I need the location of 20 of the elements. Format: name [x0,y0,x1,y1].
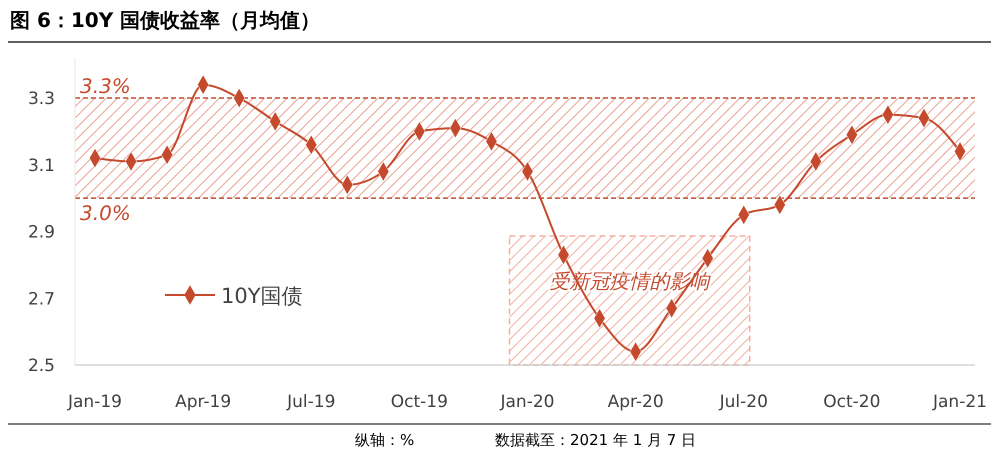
x-tick-label: Jan-19 [67,392,122,412]
y-tick-label: 3.1 [28,156,55,176]
x-tick-label: Apr-20 [608,392,664,412]
x-tick-label: Jul-19 [286,392,336,412]
y-tick-label: 2.7 [28,289,55,310]
x-tick-label: Apr-19 [175,392,232,412]
x-tick-label: Jan-20 [500,392,554,412]
y-tick-label: 2.9 [28,222,55,243]
x-tick-label: Oct-19 [390,392,448,412]
x-tick-label: Jan-21 [932,392,987,412]
x-tick-label: Oct-20 [823,392,880,412]
text: 纵轴：% [355,431,414,449]
chart-title: 图 6：10Y 国债收益率（月均值） [10,8,320,32]
ref-line-label: 3.3% [80,74,131,98]
y-tick-label: 2.5 [28,356,55,376]
ref-line-label: 3.0% [80,201,131,226]
y-tick-label: 3.3 [28,89,55,110]
legend-label: 10Y国债 [221,284,303,308]
x-tick-label: Jul-20 [718,392,768,412]
text: 数据截至：2021 年 1 月 7 日 [495,431,696,449]
